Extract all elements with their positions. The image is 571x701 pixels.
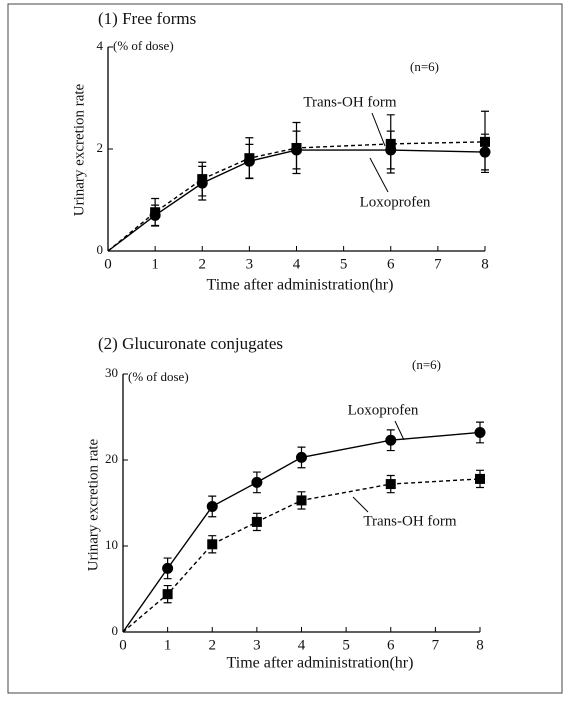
series-label: Trans-OH form [303,94,397,110]
x-tick-label: 2 [209,637,217,653]
marker [196,177,208,189]
leader-line [352,496,369,513]
x-tick-label: 1 [164,637,172,653]
marker [385,434,397,446]
x-tick-label: 5 [340,256,348,272]
frame [7,3,563,694]
marker [162,562,174,574]
y-tick-label: 30 [105,365,118,380]
x-tick-label: 6 [387,256,395,272]
x-tick-label: 8 [476,637,484,653]
marker [149,209,161,221]
x-tick-label: 4 [298,637,306,653]
y-axis-label: Urinary excretion rate [85,438,101,571]
marker [385,479,396,490]
leader-line [371,112,386,147]
x-tick-label: 0 [119,637,127,653]
chart-title: (1) Free forms [98,9,196,28]
marker [474,426,486,438]
y-unit: (% of dose) [113,38,174,53]
annotation: (n=6) [410,59,439,74]
x-tick-label: 7 [432,637,440,653]
x-tick-label: 0 [104,256,112,272]
y-unit: (% of dose) [128,369,189,384]
x-axis-label: Time after administration(hr) [207,277,394,294]
x-tick-label: 7 [434,256,442,272]
marker [207,539,218,550]
y-tick-label: 20 [105,451,118,466]
x-tick-label: 1 [151,256,159,272]
marker [479,146,491,158]
y-tick-label: 10 [105,537,118,552]
marker [251,516,262,527]
x-tick-label: 5 [342,637,350,653]
leader-line [394,420,405,441]
marker [251,476,263,488]
y-tick-label: 0 [97,242,104,257]
y-tick-label: 4 [97,38,104,53]
x-tick-label: 6 [387,637,395,653]
series-label: Loxoprofen [348,402,419,418]
x-tick-label: 4 [293,256,301,272]
marker [385,144,397,156]
y-tick-label: 0 [112,623,119,638]
y-axis-label: Urinary excretion rate [71,83,87,216]
x-tick-label: 3 [253,637,261,653]
marker [243,155,255,167]
series-label: Loxoprofen [360,194,431,210]
leader-line [369,157,389,193]
marker [296,495,307,506]
x-tick-label: 2 [199,256,207,272]
x-tick-label: 3 [246,256,254,272]
chart-title: (2) Glucuronate conjugates [98,334,283,353]
marker [475,473,485,484]
marker [291,144,302,156]
marker [296,451,307,463]
x-tick-label: 8 [481,256,489,272]
annotation: (n=6) [412,357,441,372]
marker [162,589,173,600]
x-axis-label: Time after administration(hr) [227,655,414,672]
marker [206,500,218,512]
y-tick-label: 2 [97,140,104,155]
series-label: Trans-OH form [363,513,457,529]
